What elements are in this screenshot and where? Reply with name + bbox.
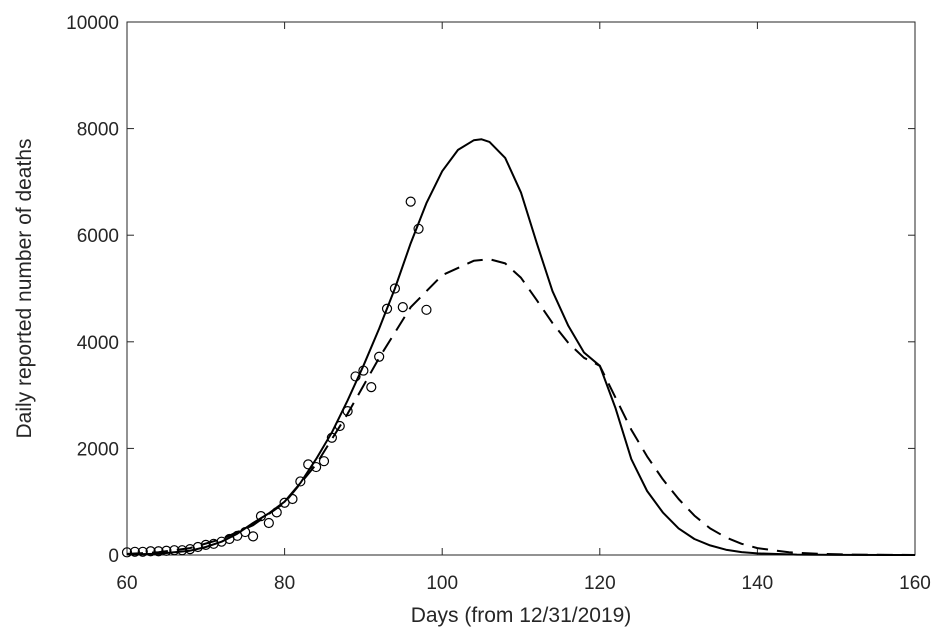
x-tick-label: 100 xyxy=(426,573,458,594)
axis-ticks: 60 80 100 120 140 160 0 2000 4000 6000 8000 10000 xyxy=(66,13,931,594)
y-tick-label: 2000 xyxy=(77,439,119,460)
y-tick-label: 4000 xyxy=(77,333,119,354)
series-layer xyxy=(121,138,916,558)
x-tick-label: 140 xyxy=(742,573,774,594)
data-point xyxy=(381,303,393,314)
x-axis-title: Days (from 12/31/2019) xyxy=(411,604,632,627)
y-tick-label: 10000 xyxy=(66,13,119,34)
x-tick-label: 60 xyxy=(116,573,137,594)
plot-area xyxy=(126,21,916,556)
data-point xyxy=(121,547,133,558)
data-point xyxy=(405,196,416,207)
data-point xyxy=(374,351,385,362)
data-point xyxy=(318,456,330,467)
data-point xyxy=(389,283,401,294)
y-tick-label: 6000 xyxy=(77,226,119,247)
data-point xyxy=(397,302,408,313)
y-tick-label: 0 xyxy=(108,546,119,567)
y-tick-label: 8000 xyxy=(77,120,119,141)
data-point xyxy=(247,531,259,542)
y-axis-title: Daily reported number of deaths xyxy=(13,139,36,439)
data-point xyxy=(366,382,377,393)
data-point xyxy=(145,546,156,557)
data-point xyxy=(421,304,432,315)
data-point xyxy=(161,545,172,556)
data-point xyxy=(295,476,306,487)
x-tick-label: 120 xyxy=(584,573,616,594)
data-point xyxy=(137,546,148,557)
dashed-curve xyxy=(126,258,916,556)
data-point xyxy=(263,517,274,529)
data-point xyxy=(129,546,140,557)
x-tick-label: 160 xyxy=(899,573,931,594)
x-tick-label: 80 xyxy=(274,573,295,594)
